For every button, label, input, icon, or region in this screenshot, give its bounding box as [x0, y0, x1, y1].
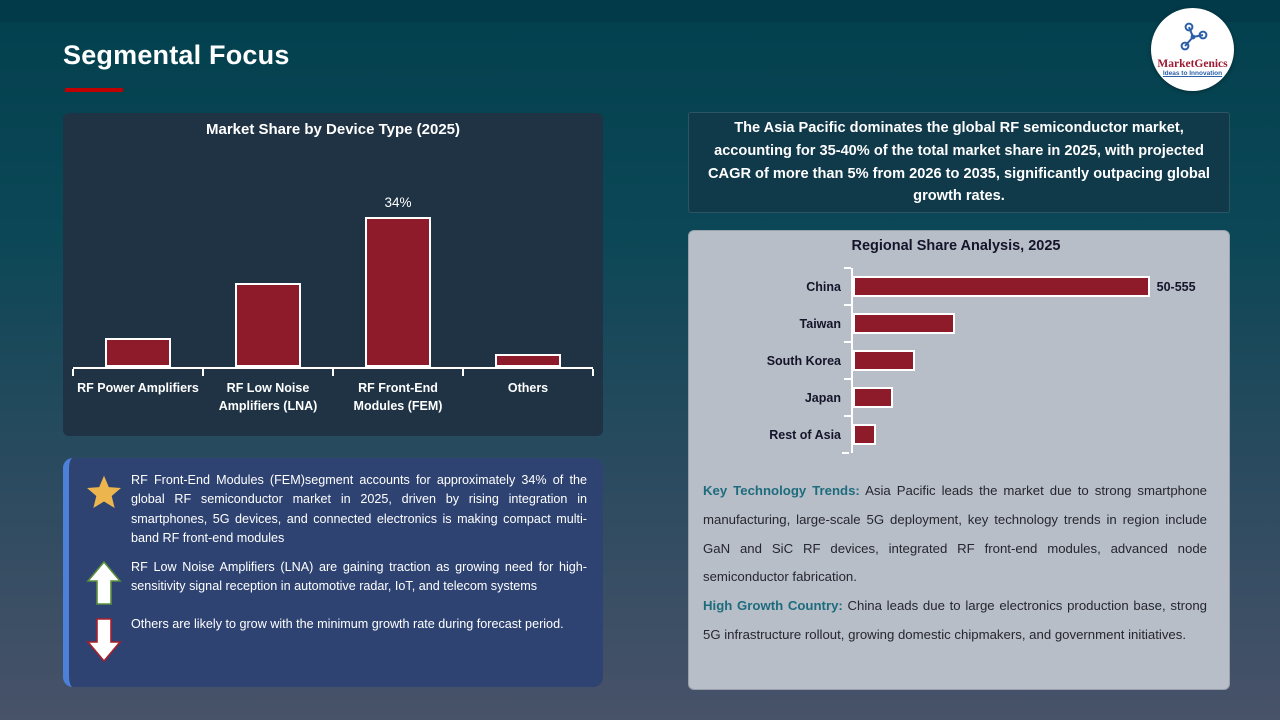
regional-chart-plot-area: China 50-555 Taiwan South Korea Japan Rest of… — [703, 267, 1209, 454]
apac-headline-text: The Asia Pacific dominates the global RF… — [708, 120, 1210, 205]
axis-tick — [72, 369, 74, 376]
axis-tick — [592, 369, 594, 376]
insight-text: RF Front-End Modules (FEM)segment accoun… — [131, 473, 587, 546]
note-label: High Growth Country: — [703, 598, 843, 614]
arrow-up-icon — [77, 558, 131, 606]
brand-logo: MarketGenics Ideas to Innovation — [1151, 8, 1234, 91]
apac-headline-box: The Asia Pacific dominates the global RF… — [688, 112, 1230, 213]
device-chart-title: Market Share by Device Type (2025) — [205, 121, 460, 138]
row-category-label: China — [806, 279, 841, 294]
title-underline — [65, 88, 123, 92]
chart-row: Rest of Asia — [703, 415, 1209, 453]
device-bar — [235, 283, 301, 367]
bar-value-label: 50-555 — [1156, 279, 1196, 294]
regional-bar — [853, 424, 876, 445]
regional-bar — [853, 313, 955, 334]
star-icon — [77, 471, 131, 549]
axis-category-label: RF Low Noise Amplifiers (LNA) — [218, 381, 318, 414]
note-label: Key Technology Trends: — [703, 483, 860, 498]
note-paragraph: High Growth Country: China leads due to … — [703, 592, 1207, 650]
device-chart-category-labels: RF Power Amplifiers RF Low Noise Amplifie… — [73, 379, 593, 415]
regional-chart-title: Regional Share Analysis, 2025 — [851, 238, 1061, 254]
device-chart-x-axis — [72, 367, 594, 376]
bar-value-label: 34% — [384, 195, 412, 210]
row-track — [844, 341, 1209, 379]
axis-category-label: Others — [507, 381, 549, 395]
regional-bar — [853, 387, 893, 408]
note-text: Asia Pacific leads the market due to str… — [703, 483, 1208, 585]
page-title: Segmental Focus — [63, 40, 290, 70]
row-track — [844, 415, 1209, 453]
note-text: China leads due to large electronics pro… — [703, 598, 1207, 642]
chart-row: Taiwan — [703, 304, 1209, 342]
axis-category-label: RF Power Amplifiers — [77, 381, 199, 395]
chart-column — [73, 191, 203, 367]
device-bar — [495, 354, 561, 367]
device-bar — [105, 338, 171, 367]
arrow-down-icon — [77, 615, 131, 663]
insight-text: RF Low Noise Amplifiers (LNA) are gainin… — [131, 559, 587, 593]
chart-row: South Korea — [703, 341, 1209, 379]
top-band — [0, 0, 1280, 22]
row-track — [844, 304, 1209, 342]
brand-name: MarketGenics — [1157, 58, 1228, 70]
row-category-label: Japan — [804, 390, 841, 405]
note-paragraph: Key Technology Trends: Asia Pacific lead… — [703, 477, 1207, 592]
regional-bar — [853, 350, 916, 371]
axis-tick — [332, 369, 334, 376]
chart-column — [463, 191, 593, 367]
chart-column — [203, 191, 333, 367]
regional-bar — [853, 276, 1150, 297]
row-category-label: South Korea — [766, 353, 841, 368]
brand-tagline: Ideas to Innovation — [1162, 70, 1223, 77]
row-track — [844, 378, 1209, 416]
insight-item: RF Low Noise Amplifiers (LNA) are gainin… — [77, 558, 587, 606]
chart-row: Japan — [703, 378, 1209, 416]
insight-item: RF Front-End Modules (FEM)segment accoun… — [77, 471, 587, 549]
chart-row: China 50-555 — [703, 267, 1209, 305]
regional-analysis-panel: Regional Share Analysis, 2025 China 50-55… — [688, 230, 1230, 690]
molecule-icon — [1176, 22, 1210, 57]
axis-category-label: RF Front-End Modules (FEM) — [353, 381, 443, 414]
device-bar — [365, 217, 431, 367]
device-chart-plot-area: 34% — [73, 191, 593, 367]
axis-tick — [462, 369, 464, 376]
row-category-label: Rest of Asia — [769, 427, 841, 442]
row-track: 50-555 — [844, 267, 1209, 305]
insight-item: Others are likely to grow with the minim… — [77, 615, 587, 663]
regional-notes: Key Technology Trends: Asia Pacific lead… — [703, 477, 1207, 650]
axis-tick — [202, 369, 204, 376]
row-category-label: Taiwan — [799, 316, 841, 331]
device-share-chart-panel: Market Share by Device Type (2025) 34% R… — [63, 113, 603, 436]
insight-text: Others are likely to grow with the minim… — [131, 616, 564, 631]
axis-tick — [842, 452, 849, 454]
segment-insights-box: RF Front-End Modules (FEM)segment accoun… — [63, 458, 603, 687]
chart-column: 34% — [333, 191, 463, 367]
insight-list: RF Front-End Modules (FEM)segment accoun… — [77, 471, 587, 663]
